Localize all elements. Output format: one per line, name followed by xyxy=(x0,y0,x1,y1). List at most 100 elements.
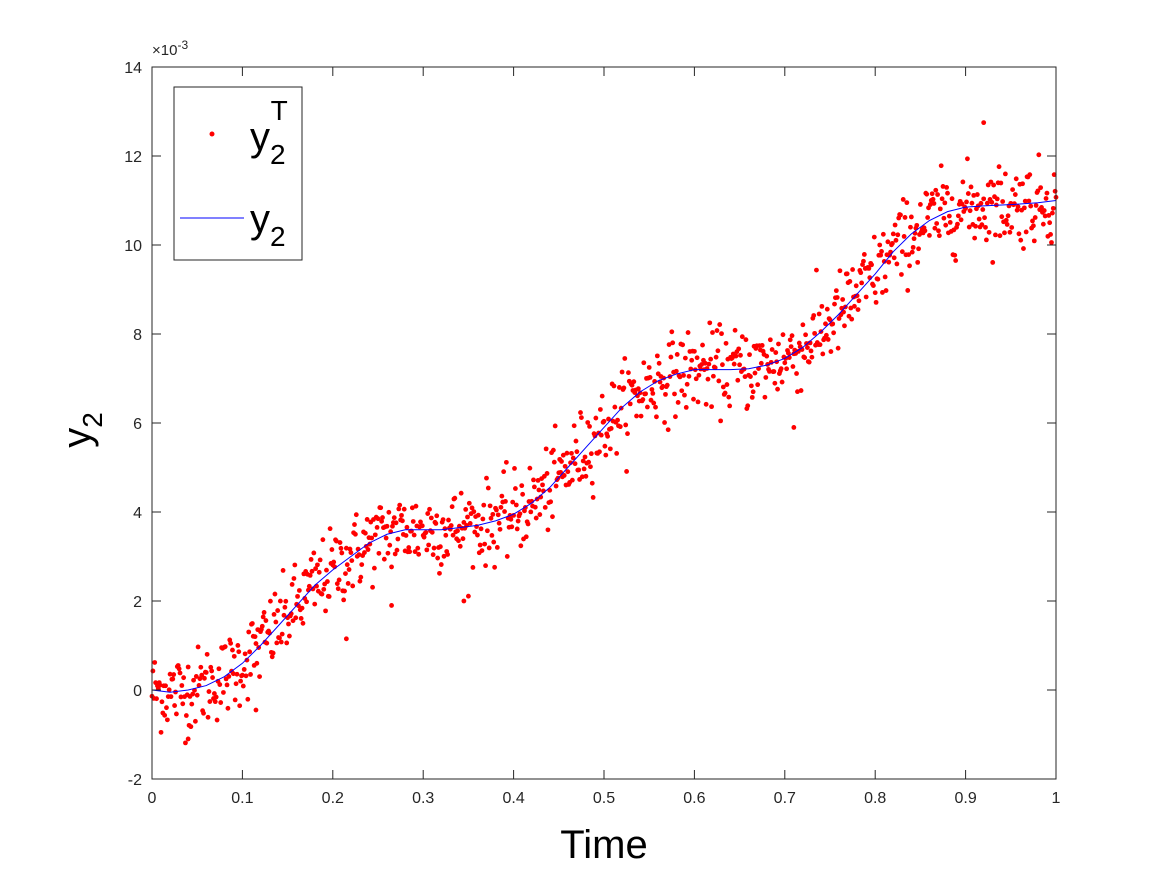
scatter-point xyxy=(154,696,159,702)
scatter-point xyxy=(731,361,737,367)
scatter-point xyxy=(313,566,319,572)
scatter-point xyxy=(755,382,761,388)
scatter-point xyxy=(875,276,881,282)
scatter-point xyxy=(394,547,400,553)
scatter-point xyxy=(935,192,940,197)
scatter-point xyxy=(185,736,191,742)
scatter-point xyxy=(559,459,564,464)
scatter-point xyxy=(278,639,284,645)
scatter-point xyxy=(225,705,231,711)
scatter-point xyxy=(1010,187,1016,193)
scatter-point xyxy=(268,598,273,604)
scatter-point xyxy=(291,576,297,581)
scatter-point xyxy=(292,562,298,568)
scatter-point xyxy=(349,558,355,563)
scatter-point xyxy=(607,446,613,452)
legend: y2T y2 xyxy=(173,86,303,261)
scatter-point xyxy=(544,471,550,476)
y-axis-title-sub: 2 xyxy=(77,412,108,428)
scatter-point xyxy=(319,591,325,597)
scatter-point xyxy=(449,504,455,510)
scatter-point xyxy=(198,664,204,670)
scatter-point xyxy=(842,323,847,329)
scatter-point xyxy=(615,417,620,423)
scatter-point xyxy=(769,347,775,352)
scatter-point xyxy=(835,345,841,351)
scatter-point xyxy=(376,550,382,556)
scatter-point xyxy=(592,433,598,439)
scatter-point xyxy=(936,228,941,234)
scatter-point xyxy=(691,396,696,402)
scatter-point xyxy=(350,583,356,589)
scatter-point xyxy=(576,467,582,473)
scatter-point xyxy=(724,382,730,387)
scatter-point xyxy=(877,242,883,248)
scatter-point xyxy=(904,200,910,206)
scatter-point xyxy=(214,717,220,723)
scatter-point xyxy=(490,511,496,517)
scatter-point xyxy=(437,570,442,576)
legend-scatter-sub: 2 xyxy=(270,139,286,170)
scatter-point xyxy=(684,381,690,387)
scatter-point xyxy=(787,337,793,343)
scatter-point xyxy=(588,464,593,470)
x-tick-label: 0.4 xyxy=(502,790,524,807)
scatter-point xyxy=(364,517,370,522)
scatter-point xyxy=(603,452,609,458)
scatter-point xyxy=(480,516,486,522)
scatter-point xyxy=(681,372,686,378)
scatter-point xyxy=(185,664,191,670)
scatter-point xyxy=(861,258,866,264)
scatter-point xyxy=(389,603,394,608)
scatter-point xyxy=(400,518,405,524)
x-tick-label: 0.3 xyxy=(412,790,434,807)
scatter-point xyxy=(890,231,896,237)
scatter-point xyxy=(463,507,469,512)
scatter-point xyxy=(907,263,912,269)
line-series xyxy=(151,200,1057,693)
scatter-point xyxy=(1003,217,1009,223)
scatter-point xyxy=(150,668,156,674)
scatter-point xyxy=(629,382,635,388)
scatter-point xyxy=(858,270,864,276)
scatter-point xyxy=(840,297,846,302)
scatter-point xyxy=(470,565,476,570)
scatter-point xyxy=(683,405,689,410)
scatter-point xyxy=(824,306,830,312)
scatter-point xyxy=(1005,213,1011,219)
scatter-point xyxy=(780,332,786,338)
scatter-point xyxy=(298,616,304,621)
scatter-point xyxy=(861,252,867,257)
scatter-point xyxy=(172,703,178,708)
scatter-point xyxy=(710,330,715,335)
scatter-point xyxy=(579,415,584,420)
scatter-point xyxy=(925,215,931,220)
scatter-point xyxy=(823,321,828,327)
legend-line-sub: 2 xyxy=(270,221,286,252)
scatter-point xyxy=(383,535,389,541)
scatter-point xyxy=(771,369,777,374)
scatter-point xyxy=(782,360,788,366)
scatter-point xyxy=(631,379,637,385)
line-series-path xyxy=(151,200,1057,693)
scatter-point xyxy=(1049,240,1054,245)
scatter-point xyxy=(177,670,183,676)
scatter-point xyxy=(747,352,752,358)
scatter-point xyxy=(572,461,578,467)
scatter-point xyxy=(233,681,239,687)
scatter-point xyxy=(180,701,186,707)
scatter-point xyxy=(275,608,281,613)
scatter-point xyxy=(158,729,164,735)
scatter-point xyxy=(941,215,947,221)
scatter-point xyxy=(237,703,243,709)
scatter-point xyxy=(922,228,928,234)
scatter-point xyxy=(286,621,291,627)
scatter-point xyxy=(194,692,200,698)
scatter-point xyxy=(660,383,666,389)
scatter-point xyxy=(705,376,711,382)
scatter-point xyxy=(362,550,367,555)
scatter-point xyxy=(280,568,286,573)
scatter-point xyxy=(735,377,741,383)
scatter-point xyxy=(984,200,990,206)
scatter-point xyxy=(902,215,908,220)
